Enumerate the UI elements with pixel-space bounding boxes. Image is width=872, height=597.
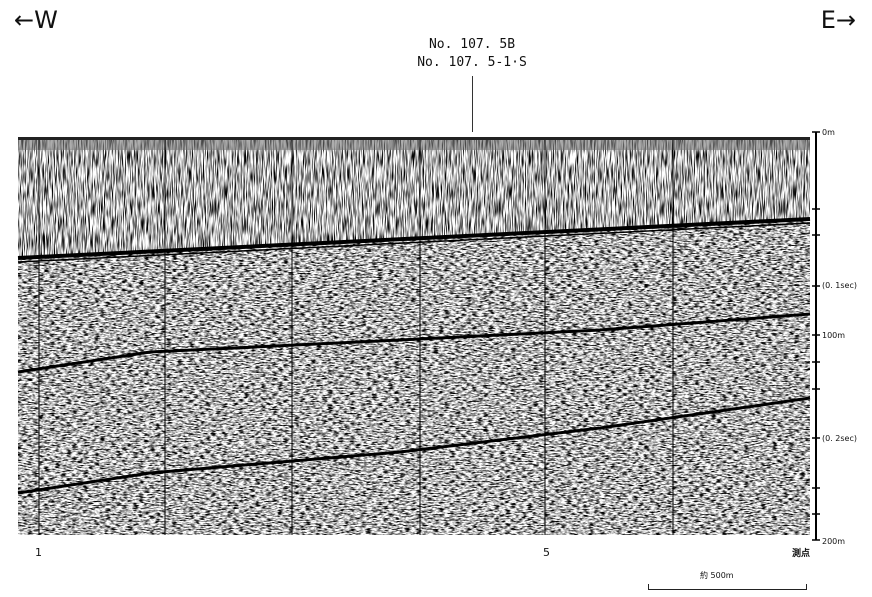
station-unit-label: 測点 bbox=[792, 549, 811, 559]
depth-label-0.1sec: (0. 1sec) bbox=[822, 281, 857, 290]
survey-line-callout: No. 107. 5B No. 107. 5-1·S bbox=[360, 36, 584, 72]
station-label-5: 5 bbox=[543, 546, 550, 559]
callout-leader-line bbox=[472, 76, 473, 132]
sub-bottom-reflector-2 bbox=[17, 396, 811, 495]
fix-marks bbox=[38, 140, 674, 535]
seabed-reflector-secondary bbox=[17, 222, 811, 263]
seabed-reflector bbox=[17, 217, 811, 260]
west-direction-label: ←W bbox=[14, 6, 58, 34]
callout-line-2: No. 107. 5-1·S bbox=[417, 55, 527, 70]
depth-label-100m: 100m bbox=[822, 331, 846, 340]
depth-label-200m: 200m bbox=[822, 537, 846, 546]
depth-label-0m: 0m bbox=[822, 128, 835, 137]
surface-band bbox=[18, 140, 810, 150]
sub-bottom-reflector-1 bbox=[17, 312, 811, 374]
depth-axis bbox=[812, 131, 820, 541]
scale-bar bbox=[648, 584, 807, 590]
east-direction-label: E→ bbox=[820, 6, 856, 34]
scale-bar-label: 約 500m bbox=[700, 571, 734, 580]
sea-surface-line bbox=[18, 137, 810, 140]
callout-line-1: No. 107. 5B bbox=[428, 37, 516, 52]
station-label-1: 1 bbox=[35, 546, 42, 559]
sediment-layers bbox=[18, 218, 810, 535]
depth-label-0.2sec: (0. 2sec) bbox=[822, 434, 857, 443]
